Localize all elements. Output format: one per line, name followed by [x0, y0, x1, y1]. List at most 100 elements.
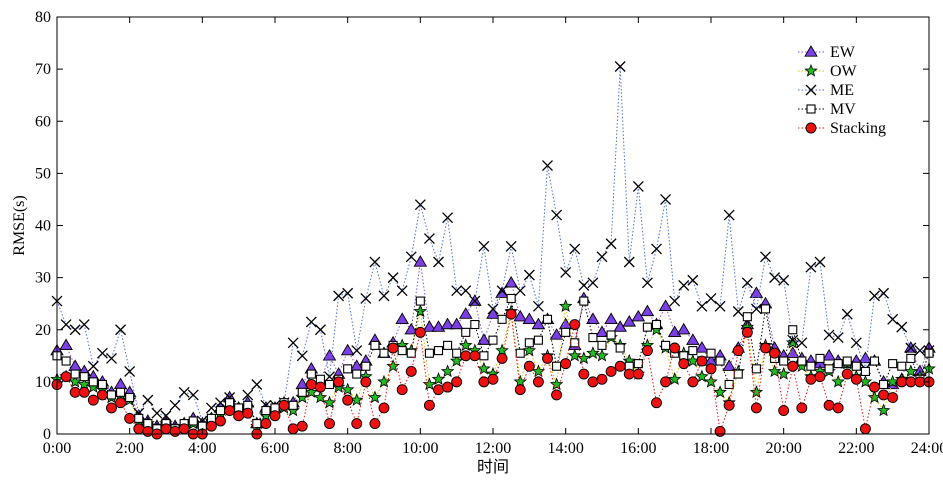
data-point-mv	[470, 319, 480, 330]
data-point-stacking	[387, 342, 399, 354]
data-point-me	[287, 337, 299, 349]
x-tick-label: 12:00	[475, 440, 511, 457]
data-point-me	[587, 277, 599, 289]
data-point-stacking	[324, 418, 335, 430]
data-point-stacking	[260, 418, 272, 430]
data-point-stacking	[78, 386, 90, 398]
data-point-mv	[443, 340, 453, 350]
data-point-mv	[461, 327, 471, 337]
data-point-mv	[370, 340, 380, 350]
data-point-stacking	[269, 410, 281, 422]
data-point-me	[96, 347, 108, 359]
data-point-me	[305, 316, 317, 328]
data-point-stacking	[342, 394, 354, 406]
data-point-mv	[297, 387, 307, 397]
data-point-me	[115, 324, 127, 336]
data-point-stacking	[605, 366, 617, 377]
data-point-ew	[822, 348, 836, 361]
data-point-stacking	[814, 371, 826, 383]
data-point-ow	[704, 374, 718, 388]
y-tick-label: 60	[35, 113, 51, 130]
data-point-stacking	[678, 358, 690, 370]
data-point-me	[342, 287, 354, 299]
data-point-stacking	[905, 376, 917, 388]
data-point-stacking	[760, 342, 771, 354]
data-point-ow	[322, 395, 337, 409]
data-point-stacking	[869, 381, 880, 393]
data-point-ow	[577, 351, 591, 365]
data-point-ow	[667, 372, 682, 386]
data-point-mv	[324, 379, 335, 390]
data-point-stacking	[460, 350, 472, 362]
data-point-mv	[406, 348, 416, 358]
data-point-mv	[797, 356, 807, 366]
data-point-mv	[906, 353, 916, 363]
data-point-ow	[304, 385, 319, 399]
legend-marker-ew	[804, 45, 818, 57]
data-point-ow	[904, 364, 918, 378]
data-point-me	[169, 399, 181, 411]
data-point-ow	[558, 299, 573, 313]
data-point-ow	[785, 335, 800, 349]
y-tick-label: 20	[35, 322, 51, 339]
data-point-ow	[68, 374, 82, 388]
y-tick-label: 80	[35, 9, 51, 26]
data-point-me	[687, 274, 699, 286]
data-point-mv	[633, 359, 643, 369]
data-point-mv	[433, 346, 444, 356]
data-point-me	[469, 295, 481, 307]
data-point-ew	[477, 333, 491, 345]
data-point-mv	[533, 335, 543, 345]
legend-label-ew: EW	[830, 44, 856, 61]
data-point-ow	[586, 346, 600, 359]
data-point-ow	[776, 366, 791, 380]
data-point-ew	[440, 317, 455, 330]
data-point-stacking	[433, 384, 444, 396]
data-point-stacking	[305, 379, 317, 390]
x-axis: 0:00 2:00 4:00 6:00 8:00 10:00 12:00 14:00 16:00…	[43, 17, 943, 457]
data-point-me	[460, 285, 472, 297]
data-point-stacking	[242, 407, 254, 419]
data-point-me	[905, 342, 917, 354]
data-point-stacking	[160, 423, 172, 435]
data-point-stacking	[296, 420, 308, 432]
data-point-stacking	[651, 397, 662, 409]
data-point-stacking	[596, 373, 608, 385]
data-point-me	[178, 386, 190, 398]
data-point-mv	[779, 356, 789, 366]
data-point-mv	[379, 348, 389, 358]
data-point-stacking	[705, 363, 717, 375]
data-point-ew	[449, 317, 464, 330]
data-point-ow	[340, 382, 355, 396]
data-point-mv	[88, 377, 98, 387]
data-point-mv	[70, 369, 80, 379]
data-point-ew	[522, 312, 537, 324]
data-point-mv	[860, 366, 870, 377]
data-point-ow	[449, 353, 464, 367]
data-point-stacking	[351, 418, 363, 430]
data-point-ow	[522, 343, 537, 357]
data-point-me	[678, 279, 690, 291]
data-point-ow	[549, 377, 564, 391]
data-point-me	[60, 319, 72, 330]
data-point-stacking	[578, 368, 590, 380]
data-point-mv	[606, 330, 616, 340]
data-point-me	[542, 160, 553, 172]
data-point-stacking	[414, 326, 426, 338]
data-point-me	[333, 290, 345, 302]
data-point-stacking	[832, 402, 844, 414]
data-point-mv	[306, 369, 316, 379]
data-point-stacking	[360, 376, 372, 388]
data-point-ew	[395, 312, 409, 324]
legend-label-me: ME	[830, 82, 854, 99]
data-point-me	[741, 277, 753, 289]
data-point-me	[560, 266, 572, 278]
data-point-stacking	[696, 355, 708, 367]
data-point-stacking	[369, 418, 381, 430]
data-point-ow	[749, 385, 764, 399]
data-point-mv	[751, 364, 761, 374]
data-point-ew	[486, 307, 500, 319]
data-point-stacking	[496, 352, 508, 364]
x-tick-label: 16:00	[620, 440, 656, 457]
data-point-mv	[497, 314, 507, 324]
